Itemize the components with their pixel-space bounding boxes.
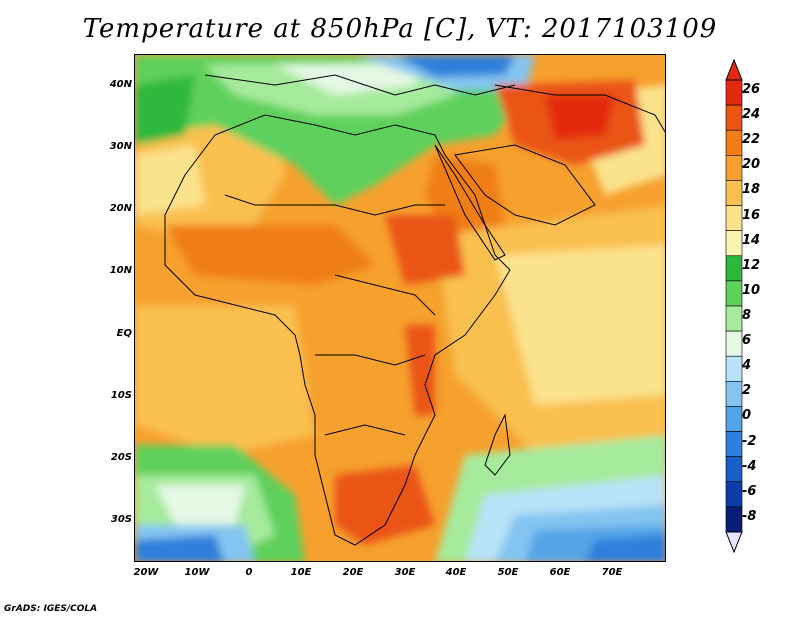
colorbar	[725, 58, 743, 554]
coastlines	[164, 74, 665, 546]
colorbar-swatch	[725, 305, 743, 332]
colorbar-label: 14	[742, 232, 761, 248]
colorbar-label: 10	[742, 282, 761, 298]
lon-label: 30E	[394, 567, 416, 578]
colorbar-swatch	[725, 280, 743, 307]
lat-label: 20S	[110, 452, 132, 463]
colorbar-label: 2	[742, 383, 752, 399]
colorbar-label: 8	[742, 308, 752, 323]
colorbar-label: -6	[742, 483, 757, 499]
lat-label: 30N	[109, 141, 132, 152]
colorbar-swatch	[725, 431, 743, 457]
lon-label: 10W	[184, 567, 210, 578]
colorbar-swatch	[725, 104, 743, 131]
credit-text: GrADS: IGES/COLA	[4, 604, 98, 614]
colorbar-top-arrow	[725, 58, 743, 81]
lon-label: 20W	[133, 567, 159, 578]
colorbar-swatch	[725, 79, 743, 106]
colorbar-swatch	[725, 155, 743, 181]
colorbar-label: 6	[742, 333, 752, 349]
lon-label: 50E	[497, 567, 519, 578]
colorbar-swatch	[725, 330, 743, 357]
colorbar-swatches	[725, 79, 743, 533]
colorbar-label: 20	[742, 157, 761, 173]
colorbar-swatch	[725, 456, 743, 483]
colorbar-label: 0	[742, 408, 752, 424]
temperature-map	[134, 54, 666, 562]
colorbar-swatch	[725, 506, 743, 533]
colorbar-swatch	[725, 230, 743, 257]
colorbar-label: 24	[742, 107, 761, 123]
lat-label: 30S	[110, 514, 132, 525]
lat-label: EQ	[116, 328, 132, 339]
colorbar-label: -4	[742, 458, 757, 474]
colorbar-swatch	[725, 205, 743, 231]
lon-label: 60E	[549, 567, 571, 578]
colorbar-label: -8	[742, 508, 757, 524]
lon-label: 0	[245, 567, 253, 578]
colorbar-swatch	[725, 355, 743, 382]
colorbar-label: -2	[742, 433, 757, 449]
colorbar-swatch	[725, 180, 743, 206]
colorbar-label: 12	[742, 257, 761, 273]
colorbar-bottom-arrow	[725, 531, 743, 554]
chart-title: Temperature at 850hPa [C], VT: 201710310…	[82, 14, 718, 44]
colorbar-swatch	[725, 481, 743, 508]
colorbar-swatch	[725, 255, 743, 282]
colorbar-swatch	[725, 129, 743, 156]
lat-label: 10S	[110, 390, 132, 401]
colorbar-label: 16	[742, 207, 761, 223]
lon-label: 40E	[445, 567, 467, 578]
lat-label: 10N	[109, 265, 132, 276]
colorbar-swatch	[725, 381, 743, 407]
lat-label: 40N	[109, 79, 132, 90]
lon-label: 20E	[342, 567, 364, 578]
temperature-field	[135, 55, 665, 561]
colorbar-label: 26	[742, 82, 761, 97]
colorbar-label: 22	[742, 132, 761, 148]
colorbar-label: 4	[742, 358, 752, 374]
lon-label: 10E	[290, 567, 312, 578]
colorbar-swatch	[725, 406, 743, 432]
lon-label: 70E	[601, 567, 623, 578]
colorbar-label: 18	[742, 182, 761, 198]
lat-label: 20N	[109, 203, 132, 214]
